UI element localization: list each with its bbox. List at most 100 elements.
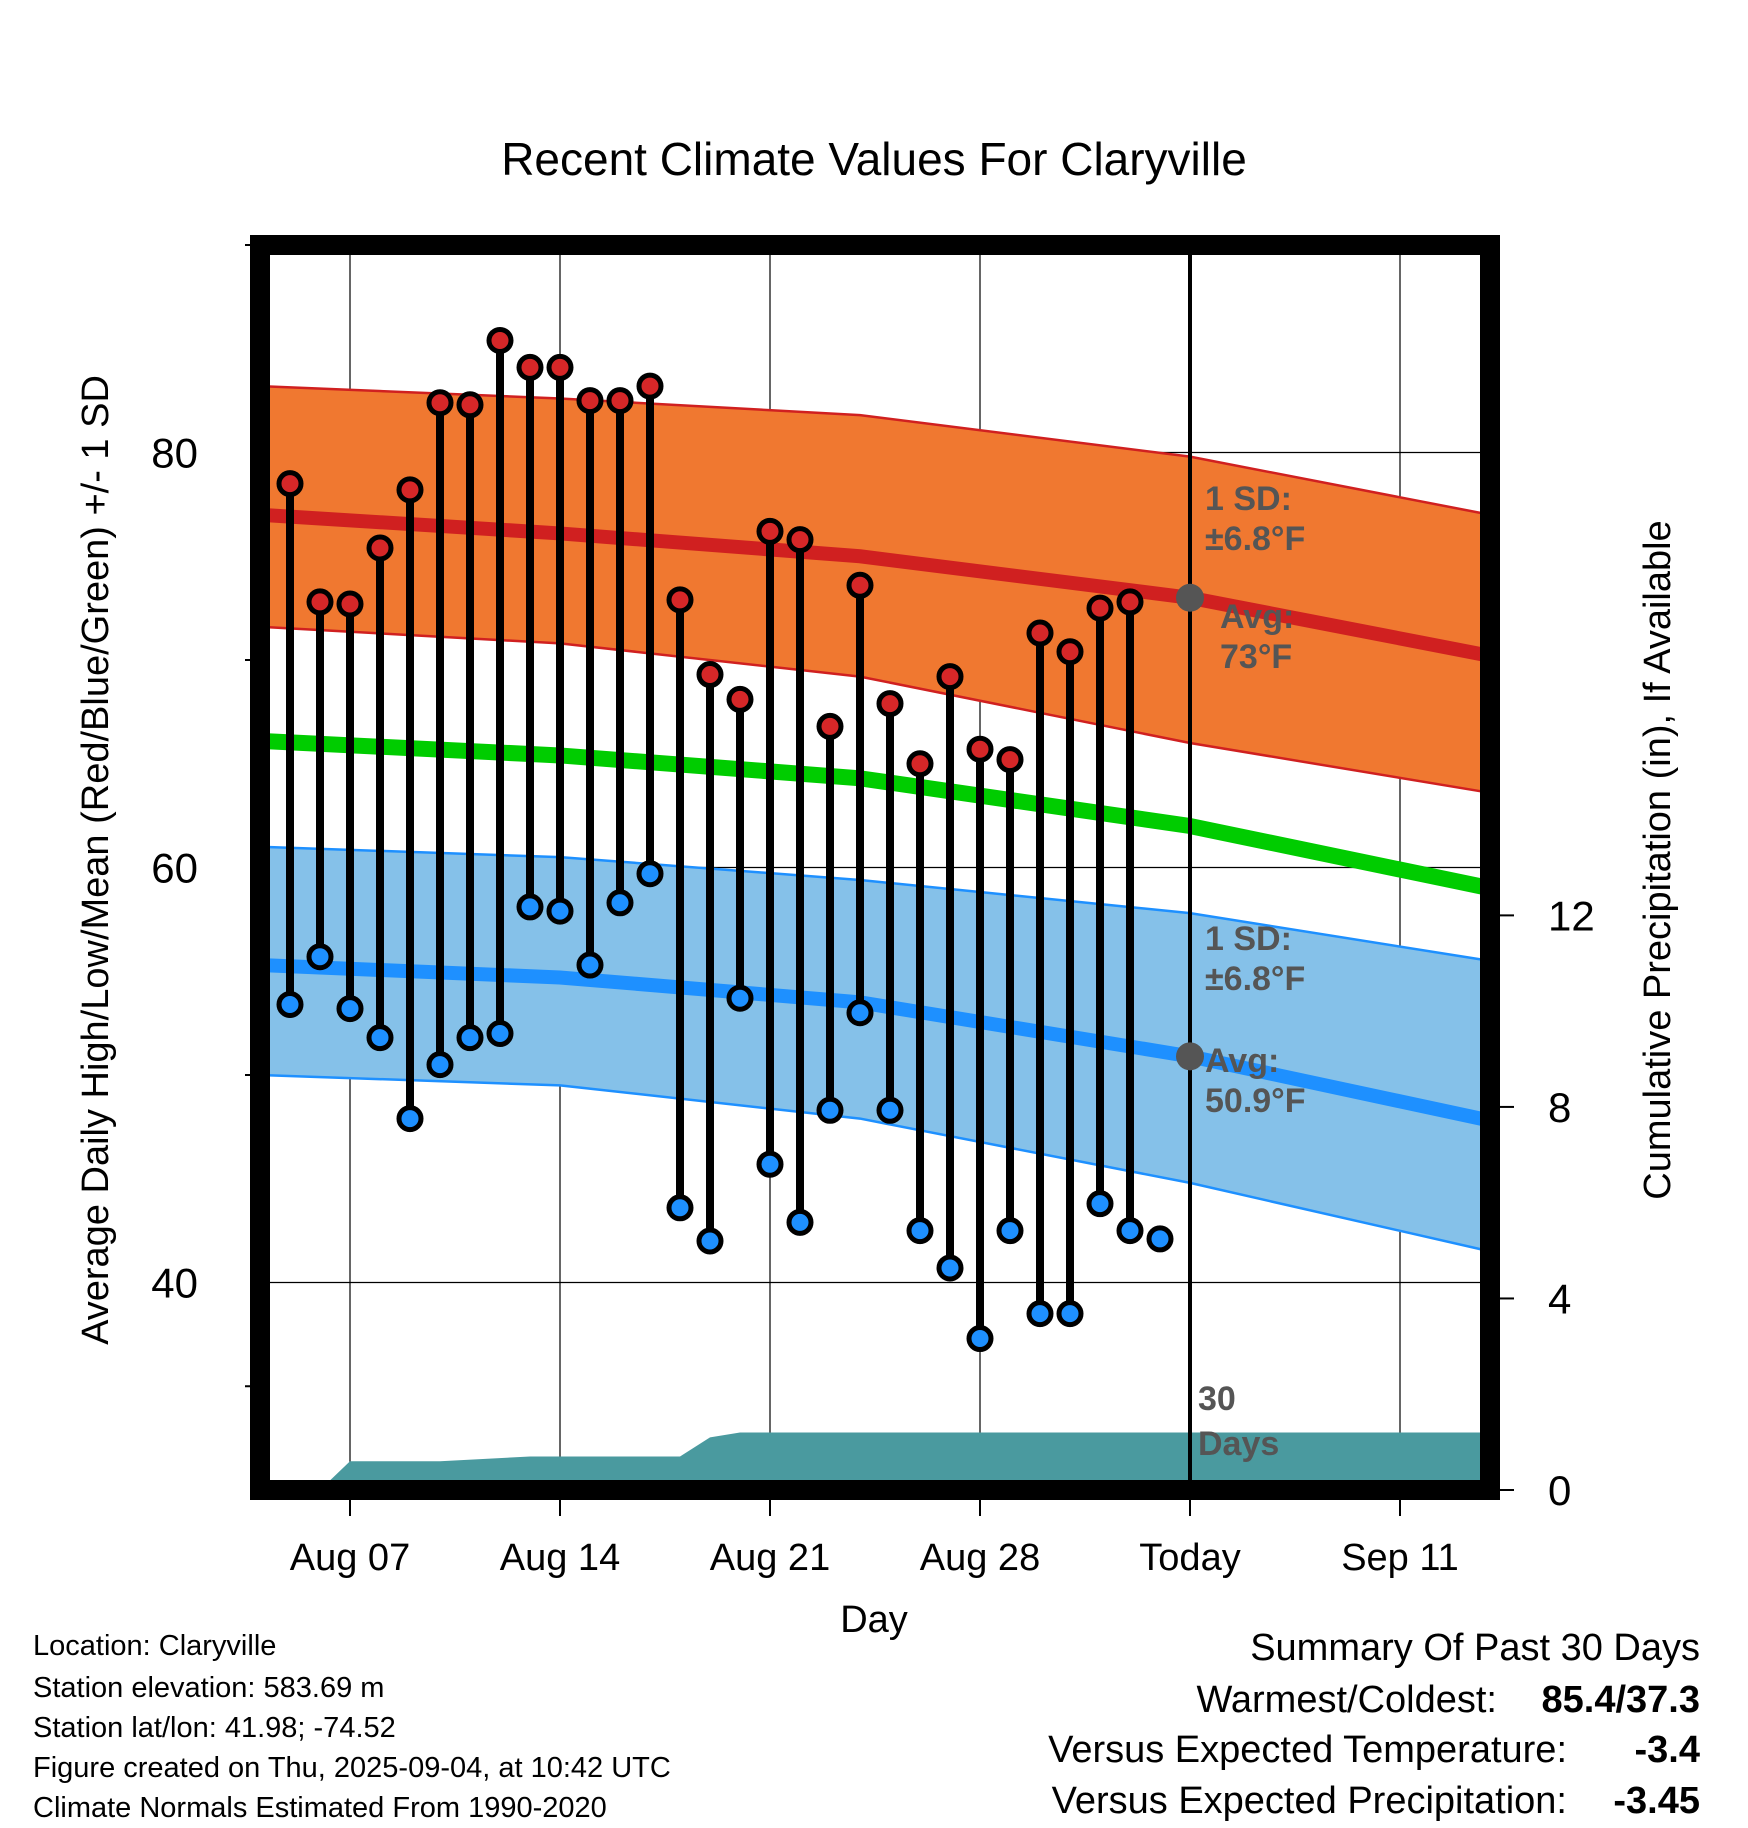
y2-tick-label: 0: [1548, 1467, 1571, 1514]
low-point: [306, 943, 334, 971]
high-point: [486, 326, 514, 354]
low-point: [606, 889, 634, 917]
info-location: Location: Claryville: [33, 1630, 276, 1662]
high-point: [936, 663, 964, 691]
x-tick-label: Sep 11: [1341, 1537, 1459, 1579]
high-point: [996, 746, 1024, 774]
low-sd-annotation: 1 SD: ±6.8°F: [1205, 920, 1305, 998]
high-point: [846, 571, 874, 599]
info-created: Figure created on Thu, 2025-09-04, at 10…: [33, 1752, 671, 1784]
plot-area: 1 SD: ±6.8°F Avg: 73°F 1 SD: ±6.8°F Avg: 50.9°F…: [151, 235, 1595, 1579]
low-avg-annotation: Avg: 50.9°F: [1205, 1042, 1306, 1120]
high-point: [1116, 588, 1144, 616]
avg-low-marker: [1176, 1042, 1204, 1071]
x-tick-label: Aug 14: [500, 1537, 620, 1579]
low-point: [996, 1217, 1024, 1245]
high-point: [966, 735, 994, 763]
low-point: [816, 1096, 844, 1124]
plot-frame: [250, 235, 1500, 1500]
low-point: [396, 1105, 424, 1133]
x-axis-label: Day: [840, 1599, 908, 1641]
low-point: [426, 1051, 454, 1079]
info-elevation: Station elevation: 583.69 m: [33, 1672, 384, 1704]
summary-heading: Summary Of Past 30 Days: [1250, 1627, 1700, 1669]
high-point: [1086, 594, 1114, 622]
low-point: [936, 1254, 964, 1282]
precip-area: [260, 1432, 1490, 1490]
high-avg-annotation: Avg: 73°F: [1220, 598, 1294, 676]
y2-tick-label: 12: [1548, 892, 1595, 939]
y-tick-label: 60: [151, 845, 198, 892]
high-point: [456, 391, 484, 419]
low-point: [726, 984, 754, 1012]
high-point: [276, 470, 304, 498]
x-tick-label: Aug 07: [290, 1537, 410, 1579]
summary-temp-label: Versus Expected Temperature:: [1048, 1729, 1567, 1771]
high-point: [876, 690, 904, 718]
low-point: [846, 999, 874, 1027]
high-point: [426, 389, 454, 417]
low-point: [546, 897, 574, 925]
low-point: [666, 1194, 694, 1222]
high-point: [1026, 619, 1054, 647]
low-sd-band: [260, 846, 1490, 1252]
summary-precip-label: Versus Expected Precipitation:: [1052, 1780, 1567, 1822]
summary-temp-value: -3.4: [1635, 1729, 1700, 1771]
y-tick-label: 40: [151, 1260, 198, 1307]
low-point: [336, 995, 364, 1023]
high-point: [726, 685, 754, 713]
low-point: [1146, 1225, 1174, 1253]
chart-title: Recent Climate Values For Claryville: [501, 133, 1247, 185]
low-point: [276, 990, 304, 1018]
high-point: [636, 372, 664, 400]
low-point: [876, 1096, 904, 1124]
avg-high-marker: [1176, 583, 1204, 612]
x-tick-label: Aug 21: [710, 1537, 830, 1579]
low-point: [906, 1217, 934, 1245]
low-point: [636, 860, 664, 888]
high-point: [576, 387, 604, 415]
y-tick-label: 80: [151, 430, 198, 477]
low-point: [756, 1150, 784, 1178]
high-point: [366, 534, 394, 562]
high-point: [516, 353, 544, 381]
y-axis-label: Average Daily High/Low/Mean (Red/Blue/Gr…: [75, 375, 117, 1345]
summary-warm-cold-label: Warmest/Coldest:: [1196, 1679, 1497, 1721]
low-point: [786, 1208, 814, 1236]
high-point: [906, 750, 934, 778]
high-point: [336, 590, 364, 618]
high-point: [306, 588, 334, 616]
x-tick-label: Aug 28: [920, 1537, 1040, 1579]
summary-precip-value: -3.45: [1613, 1780, 1700, 1822]
y2-tick-label: 4: [1548, 1275, 1571, 1322]
y2-axis-label: Cumulative Precipitation (in), If Availa…: [1637, 520, 1679, 1199]
low-point: [516, 893, 544, 921]
high-sd-upper-line: [259, 384, 1491, 516]
low-sd-lower-line: [259, 1073, 1491, 1253]
low-point: [366, 1024, 394, 1052]
high-point: [756, 517, 784, 545]
summary-panel: Summary Of Past 30 Days Warmest/Coldest:…: [1048, 1627, 1700, 1822]
high-point: [666, 586, 694, 614]
low-point: [456, 1024, 484, 1052]
normal-high-line: [259, 507, 1492, 663]
info-latlon: Station lat/lon: 41.98; -74.52: [33, 1712, 396, 1744]
high-point: [1056, 638, 1084, 666]
summary-warm-cold-value: 85.4/37.3: [1542, 1679, 1700, 1721]
low-point: [1026, 1300, 1054, 1328]
high-sd-band: [260, 386, 1490, 793]
low-point: [486, 1020, 514, 1047]
low-point: [1056, 1300, 1084, 1328]
high-point: [816, 712, 844, 740]
low-point: [576, 951, 604, 979]
high-sd-annotation: 1 SD: ±6.8°F: [1205, 480, 1305, 558]
high-point: [696, 661, 724, 689]
x-tick-label: Today: [1139, 1537, 1240, 1579]
days-annotation: 30 Days: [1198, 1380, 1279, 1463]
low-point: [1116, 1217, 1144, 1245]
high-point: [396, 476, 424, 504]
info-normals: Climate Normals Estimated From 1990-2020: [33, 1792, 607, 1824]
low-point: [966, 1325, 994, 1353]
low-point: [696, 1227, 724, 1255]
